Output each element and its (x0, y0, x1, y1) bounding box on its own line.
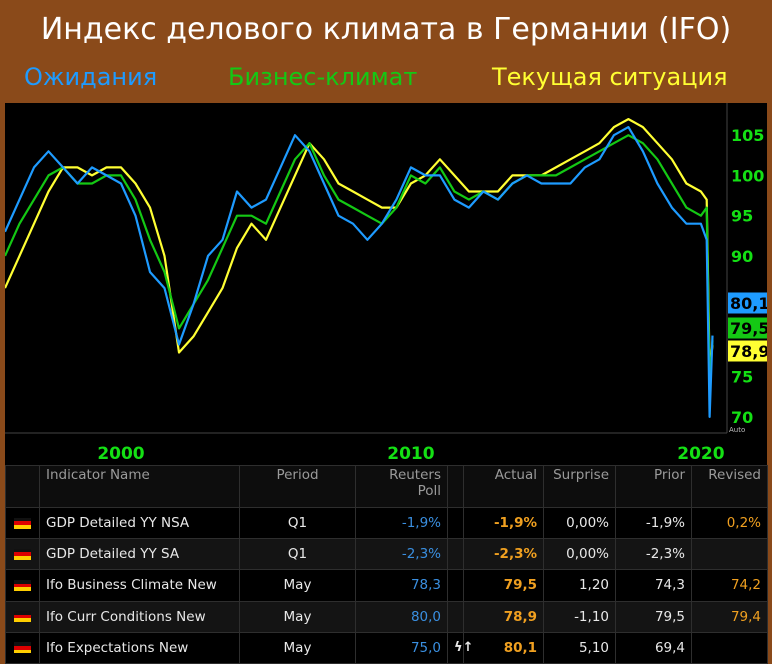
actual: -1,9% (463, 506, 544, 540)
y-tick-label: 105 (731, 126, 764, 145)
alert-up-icon: ϟ↑ (447, 631, 473, 664)
legend-business-climate: Бизнес-климат (228, 63, 418, 91)
end-value-box (728, 292, 767, 314)
legend-expectations: Ожидания (24, 63, 158, 91)
germany-flag-icon (5, 569, 40, 602)
y-tick-label: 100 (731, 166, 764, 185)
series-line (5, 118, 714, 370)
prior: 74,3 (615, 569, 692, 602)
revised: 0,2% (691, 506, 768, 540)
end-value-label: 79,5 (730, 319, 767, 338)
indicator-name: Ifo Curr Conditions New (39, 600, 240, 633)
indicator-table: Indicator Name Period Reuters Poll Actua… (5, 465, 768, 664)
col-surprise: Surprise (543, 465, 616, 508)
y-tick-label: 75 (731, 368, 753, 387)
col-period: Period (239, 465, 356, 508)
actual: -2,3% (463, 538, 544, 571)
revised (691, 631, 768, 664)
reuters-poll: -2,3% (355, 538, 448, 571)
period: May (239, 600, 356, 633)
surprise: 1,20 (543, 569, 616, 602)
col-reuters-poll: Reuters Poll (355, 465, 448, 508)
end-value-label: 78,9 (730, 342, 767, 361)
indicator-name: GDP Detailed YY SA (39, 538, 240, 571)
reuters-poll: -1,9% (355, 506, 448, 540)
indicator-name: GDP Detailed YY NSA (39, 506, 240, 540)
actual: 79,5 (463, 569, 544, 602)
x-tick-label: 2020 (677, 444, 724, 464)
period: Q1 (239, 506, 356, 540)
prior: -2,3% (615, 538, 692, 571)
y-tick-label: 90 (731, 247, 753, 266)
actual: 80,1 (463, 631, 544, 664)
period: May (239, 631, 356, 664)
alert-cell (447, 506, 464, 540)
reuters-poll: 80,0 (355, 600, 448, 633)
revised (691, 538, 768, 571)
period: May (239, 569, 356, 602)
prior: -1,9% (615, 506, 692, 540)
period: Q1 (239, 538, 356, 571)
germany-flag-icon (5, 600, 40, 633)
germany-flag-icon (5, 506, 40, 540)
reuters-poll: 75,0 (355, 631, 448, 664)
revised: 74,2 (691, 569, 768, 602)
table-row[interactable]: GDP Detailed YY SA Q1 -2,3% -2,3% 0,00% … (5, 538, 768, 571)
reuters-poll: 78,3 (355, 569, 448, 602)
end-value-box (728, 317, 767, 339)
legend: Ожидания Бизнес-климат Текущая ситуация (0, 60, 772, 96)
table-row[interactable]: GDP Detailed YY NSA Q1 -1,9% -1,9% 0,00%… (5, 506, 768, 540)
y-tick-label: 95 (731, 207, 753, 226)
end-value-box (728, 340, 767, 362)
col-revised: Revised (691, 465, 768, 508)
germany-flag-icon (5, 631, 40, 664)
line-chart: 105 100 95 90 75 70 80,1 79,5 78,9 Auto 2000 2010 20… (5, 103, 767, 464)
surprise: 5,10 (543, 631, 616, 664)
table-row[interactable]: Ifo Business Climate New May 78,3 79,5 1… (5, 569, 768, 602)
series-line (5, 126, 714, 418)
indicator-name: Ifo Expectations New (39, 631, 240, 664)
table-row[interactable]: Ifo Expectations New May 75,0 ϟ↑ 80,1 5,… (5, 631, 768, 664)
prior: 69,4 (615, 631, 692, 664)
table-header: Indicator Name Period Reuters Poll Actua… (5, 465, 768, 508)
x-tick-label: 2010 (387, 444, 434, 464)
col-prior: Prior (615, 465, 692, 508)
plot-area: 105 100 95 90 75 70 80,1 79,5 78,9 Auto 2000 2010 20… (5, 103, 767, 465)
col-actual: Actual (463, 465, 544, 508)
end-value-label: 80,1 (730, 294, 767, 313)
surprise: 0,00% (543, 506, 616, 540)
x-tick-label: 2000 (97, 444, 144, 464)
table-row[interactable]: Ifo Curr Conditions New May 80,0 78,9 -1… (5, 600, 768, 633)
surprise: 0,00% (543, 538, 616, 571)
alert-header (447, 465, 464, 508)
actual: 78,9 (463, 600, 544, 633)
y-tick-label: 70 (731, 408, 753, 427)
prior: 79,5 (615, 600, 692, 633)
col-indicator-name: Indicator Name (39, 465, 240, 508)
alert-cell (447, 538, 464, 571)
legend-current-situation: Текущая ситуация (492, 63, 728, 91)
chart-title: Индекс делового климата в Германии (IFO) (40, 12, 732, 47)
revised: 79,4 (691, 600, 768, 633)
germany-flag-icon (5, 538, 40, 571)
surprise: -1,10 (543, 600, 616, 633)
alert-cell (447, 600, 464, 633)
indicator-name: Ifo Business Climate New (39, 569, 240, 602)
flag-header (5, 465, 40, 508)
axis-auto-note: Auto (729, 426, 745, 434)
alert-cell (447, 569, 464, 602)
series-line (5, 134, 714, 386)
